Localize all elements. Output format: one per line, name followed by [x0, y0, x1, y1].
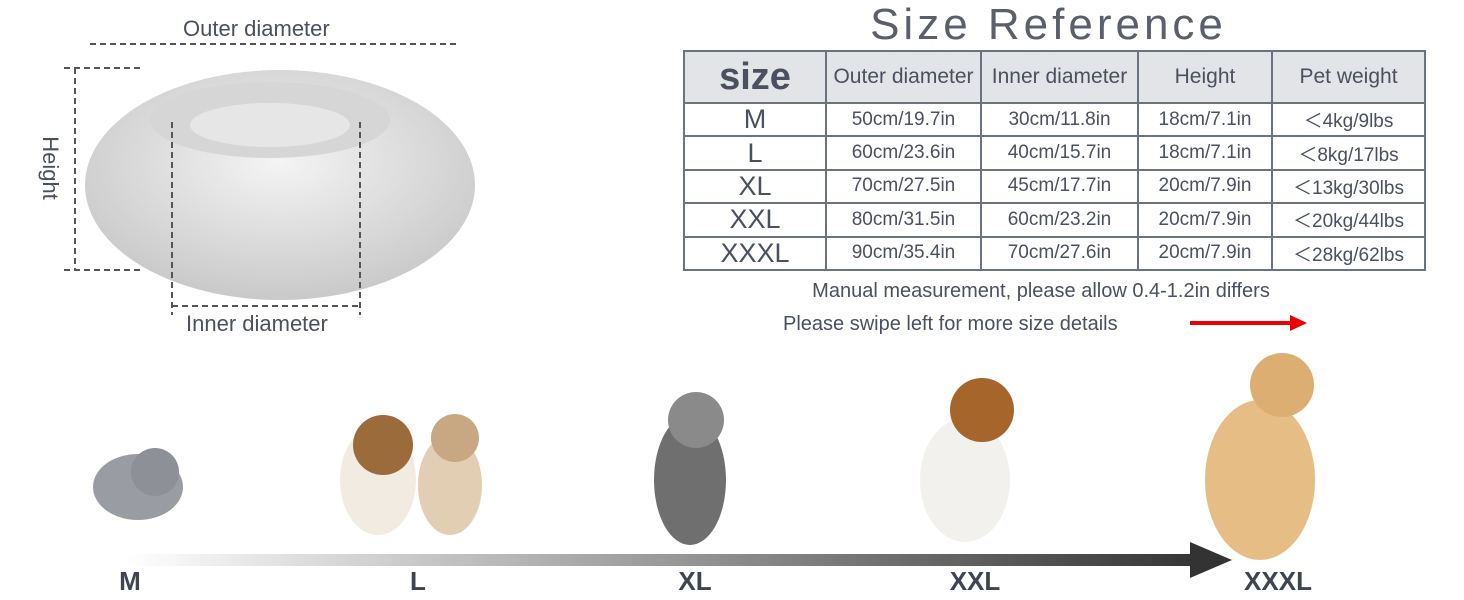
animals	[93, 353, 1315, 560]
cell: 50cm/19.7in	[825, 101, 982, 138]
cell: 60cm/23.2in	[980, 202, 1139, 238]
size-label: XL	[678, 566, 712, 596]
cell: 70cm/27.5in	[825, 168, 982, 205]
header-cell: Pet weight	[1271, 50, 1426, 104]
outer-label: Outer diameter	[183, 16, 330, 41]
cell: L	[683, 135, 827, 171]
title: Size Reference	[870, 0, 1227, 49]
height-label: Height	[38, 136, 63, 200]
header-cell: Inner diameter	[980, 50, 1139, 104]
size-arrow	[125, 542, 1232, 578]
header-cell: size	[683, 50, 827, 104]
cell: ＜4kg/9lbs	[1271, 101, 1426, 138]
note: Please swipe left for more size details	[783, 313, 1118, 335]
cell: 60cm/23.6in	[825, 135, 982, 171]
cell: ＜13kg/30lbs	[1271, 168, 1426, 205]
cell: 18cm/7.1in	[1137, 101, 1273, 138]
red-arrow	[1190, 315, 1307, 331]
size-table: size Outer diameter Inner diameter Height Pe…	[683, 50, 1426, 272]
row: XXL 80cm/31.5in 60cm/23.2in 20cm/7.9in ＜20kg…	[683, 202, 1426, 238]
cell: XXL	[683, 202, 827, 238]
row: L 60cm/23.6in 40cm/15.7in 18cm/7.1in ＜8kg/17…	[683, 135, 1426, 171]
inner-label: Inner diameter	[186, 311, 328, 336]
cell: 80cm/31.5in	[825, 202, 982, 238]
cell: ＜28kg/62lbs	[1271, 235, 1426, 272]
bed	[85, 70, 475, 300]
cell: 90cm/35.4in	[825, 235, 982, 272]
size-label: L	[410, 566, 426, 596]
header-cell: Height	[1137, 50, 1273, 104]
cell: 30cm/11.8in	[980, 101, 1139, 138]
cell: 40cm/15.7in	[980, 135, 1139, 171]
row: M 50cm/19.7in 30cm/11.8in 18cm/7.1in ＜4kg/9l…	[683, 101, 1426, 138]
cell: 20cm/7.9in	[1137, 235, 1273, 272]
header-cell: Outer diameter	[825, 50, 982, 104]
dimension-lines	[64, 43, 457, 315]
cell: ＜8kg/17lbs	[1271, 135, 1426, 171]
cell: 20cm/7.9in	[1137, 202, 1273, 238]
cell: 70cm/27.6in	[980, 235, 1139, 272]
row: XXXL 90cm/35.4in 70cm/27.6in 20cm/7.9in ＜28k…	[683, 235, 1426, 272]
cell: 45cm/17.7in	[980, 168, 1139, 205]
cell: M	[683, 101, 827, 138]
cell: ＜20kg/44lbs	[1271, 202, 1426, 238]
note: Manual measurement, please allow 0.4-1.2…	[812, 280, 1270, 302]
size-label: M	[119, 566, 141, 596]
header-row: size Outer diameter Inner diameter Height Pe…	[683, 50, 1426, 104]
cell: XXXL	[683, 235, 827, 272]
cell: 18cm/7.1in	[1137, 135, 1273, 171]
cell: XL	[683, 168, 827, 205]
row: XL 70cm/27.5in 45cm/17.7in 20cm/7.9in ＜13kg/…	[683, 168, 1426, 205]
size-label: XXXL	[1244, 566, 1312, 596]
size-label: XXL	[949, 566, 1001, 596]
cell: 20cm/7.9in	[1137, 168, 1273, 205]
